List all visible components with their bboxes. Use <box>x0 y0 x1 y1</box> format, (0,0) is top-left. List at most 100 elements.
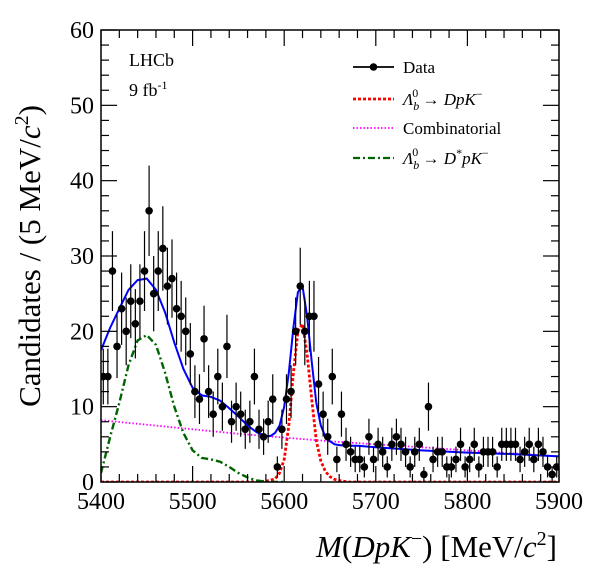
data-point <box>278 425 286 434</box>
data-point <box>360 463 369 471</box>
data-point <box>392 433 401 441</box>
data-point <box>388 440 396 449</box>
data-point <box>236 410 245 419</box>
data-point <box>525 440 534 449</box>
data-point <box>273 463 282 471</box>
data-point <box>140 267 149 275</box>
data-point <box>475 463 483 471</box>
data-point <box>250 372 259 381</box>
data-point <box>145 207 153 215</box>
data-point <box>186 350 195 358</box>
data-point <box>369 455 378 464</box>
data-point <box>126 297 135 306</box>
data-point <box>365 433 373 441</box>
data-point <box>323 433 332 441</box>
data-point <box>328 372 337 381</box>
data-point <box>310 312 318 321</box>
data-point <box>223 342 231 351</box>
data-point <box>355 455 364 464</box>
data-point <box>172 304 181 313</box>
data-point <box>378 448 387 456</box>
data-point <box>122 327 130 336</box>
data-points <box>101 165 559 482</box>
experiment-label: LHCb <box>129 50 174 70</box>
curve-4 <box>101 277 559 458</box>
y-tick-label: 0 <box>82 470 94 496</box>
data-point <box>452 455 460 464</box>
legend-label-signal: Λb0 → DpK− <box>401 86 483 113</box>
y-tick-label: 40 <box>70 169 94 195</box>
data-point <box>337 410 346 419</box>
legend-label-combinatorial: Combinatorial <box>403 119 501 138</box>
axis-ticks: 5400 5500 5600 5700 5800 5900 0 10 20 30 40 50 60 <box>70 18 583 515</box>
data-point <box>301 327 309 336</box>
legend: Data Λb0 → DpK− Combinatorial Λb0 → D*pK… <box>353 58 501 172</box>
data-point <box>456 440 465 449</box>
luminosity-label: 9 fb-1 <box>129 78 168 100</box>
data-point <box>227 417 236 426</box>
data-point <box>438 448 447 456</box>
legend-label-data: Data <box>403 58 436 77</box>
data-point <box>149 289 158 298</box>
y-axis-title: Candidates / (5 MeV/c2) <box>11 105 47 407</box>
data-point <box>314 380 323 388</box>
data-point <box>191 387 199 396</box>
data-point <box>470 440 479 449</box>
y-tick-label: 60 <box>70 18 94 44</box>
data-point <box>264 417 272 426</box>
data-point <box>255 425 263 434</box>
y-tick-label: 20 <box>70 319 94 345</box>
legend-entry-data: Data <box>353 58 436 77</box>
data-point <box>374 440 382 449</box>
curve-3 <box>101 333 285 482</box>
data-point <box>291 327 300 336</box>
x-tick-label: 5700 <box>352 489 400 515</box>
data-point <box>465 455 474 464</box>
data-point <box>346 448 355 456</box>
data-point <box>246 417 254 426</box>
data-point <box>333 455 341 464</box>
data-point <box>108 267 117 275</box>
data-point <box>410 448 419 456</box>
data-point <box>181 327 190 336</box>
x-tick-label: 5500 <box>169 489 217 515</box>
data-point <box>429 455 437 464</box>
data-point <box>136 297 144 306</box>
data-point <box>383 463 392 471</box>
data-point <box>530 455 538 464</box>
data-point <box>209 410 218 419</box>
data-point <box>168 274 176 283</box>
data-point <box>511 440 520 449</box>
data-point <box>213 372 222 381</box>
data-point <box>424 402 433 411</box>
x-tick-label: 5800 <box>443 489 491 515</box>
data-point <box>397 440 405 449</box>
curve-1 <box>101 319 559 482</box>
data-point <box>287 387 295 396</box>
legend-entry-combinatorial: Combinatorial <box>353 119 501 138</box>
data-point <box>131 320 140 328</box>
data-point <box>200 335 208 343</box>
data-point <box>259 433 268 441</box>
y-tick-label: 50 <box>70 93 94 119</box>
x-tick-label: 5400 <box>77 489 125 515</box>
x-axis-title: M(DpK−) [MeV/c2] <box>315 528 557 564</box>
data-point <box>159 244 167 253</box>
data-point <box>319 410 327 419</box>
y-tick-label: 30 <box>70 244 94 270</box>
data-point <box>493 463 501 471</box>
data-point <box>488 448 497 456</box>
data-point <box>154 267 163 275</box>
x-tick-label: 5900 <box>535 489 583 515</box>
data-point <box>177 312 185 321</box>
data-point <box>548 470 556 479</box>
data-point <box>241 425 250 434</box>
data-point <box>534 440 543 449</box>
data-point <box>282 395 291 403</box>
data-point <box>113 342 121 351</box>
data-point <box>539 448 547 456</box>
data-point <box>415 440 424 449</box>
data-point <box>342 440 350 449</box>
data-point <box>420 470 428 479</box>
